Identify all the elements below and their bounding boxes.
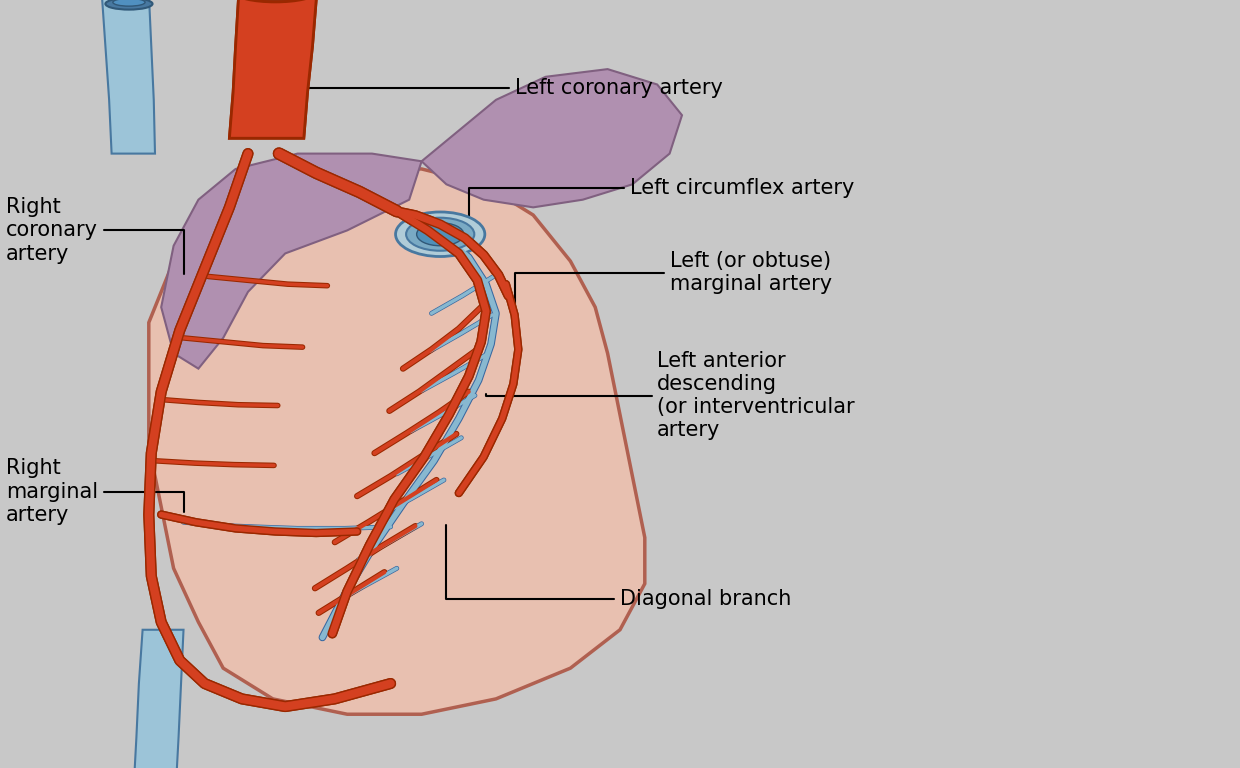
- Ellipse shape: [405, 218, 474, 250]
- Ellipse shape: [236, 0, 316, 2]
- Ellipse shape: [105, 0, 153, 10]
- Text: Left (or obtuse)
marginal artery: Left (or obtuse) marginal artery: [515, 251, 832, 312]
- Polygon shape: [229, 0, 317, 138]
- Text: Left circumflex artery: Left circumflex artery: [469, 178, 854, 235]
- Polygon shape: [149, 169, 645, 714]
- Polygon shape: [229, 0, 317, 138]
- Ellipse shape: [396, 212, 485, 257]
- Polygon shape: [422, 69, 682, 207]
- Polygon shape: [134, 630, 184, 768]
- Text: Diagonal branch: Diagonal branch: [446, 525, 791, 609]
- Text: Left anterior
descending
(or interventricular
artery: Left anterior descending (or interventri…: [486, 351, 854, 440]
- Ellipse shape: [113, 0, 145, 6]
- Ellipse shape: [417, 223, 464, 246]
- Polygon shape: [161, 154, 422, 369]
- Text: Right
marginal
artery: Right marginal artery: [6, 458, 184, 525]
- Ellipse shape: [236, 0, 316, 2]
- Text: Left coronary artery: Left coronary artery: [270, 78, 723, 135]
- Polygon shape: [102, 0, 155, 154]
- Text: Right
coronary
artery: Right coronary artery: [6, 197, 184, 273]
